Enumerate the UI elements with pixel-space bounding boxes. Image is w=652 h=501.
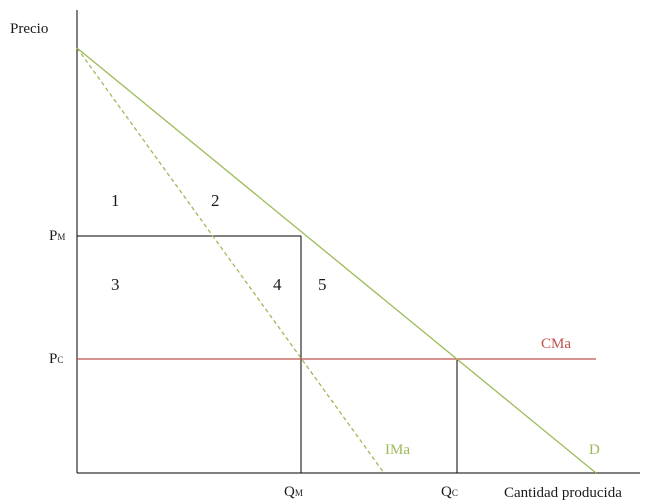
x-axis-label: Cantidad producida: [504, 485, 622, 501]
competitive-price-sub: C: [57, 355, 63, 365]
competitive-quantity-sub: C: [452, 488, 458, 498]
monopoly-price-label: PM: [49, 228, 65, 244]
region-2-label: 2: [211, 191, 220, 210]
marginal-cost-label: CMa: [541, 336, 571, 352]
competitive-price-label: PC: [49, 351, 63, 367]
monopoly-quantity-label: QM: [284, 484, 303, 500]
marginal-revenue-curve: [76, 47, 385, 474]
y-axis-label: Precio: [10, 21, 48, 37]
region-3-label: 3: [111, 275, 120, 294]
monopoly-price-sub: M: [57, 232, 65, 242]
demand-curve: [76, 47, 597, 474]
monopoly-quantity-main: Q: [284, 484, 295, 500]
competitive-quantity-main: Q: [441, 484, 452, 500]
competitive-price-main: P: [49, 351, 57, 367]
monopoly-price-main: P: [49, 228, 57, 244]
region-1-label: 1: [111, 191, 120, 210]
demand-label: D: [589, 442, 600, 458]
marginal-revenue-label: IMa: [385, 442, 410, 458]
competitive-quantity-label: QC: [441, 484, 458, 500]
monopoly-quantity-sub: M: [295, 488, 303, 498]
region-5-label: 5: [318, 275, 327, 294]
region-4-label: 4: [273, 275, 282, 294]
